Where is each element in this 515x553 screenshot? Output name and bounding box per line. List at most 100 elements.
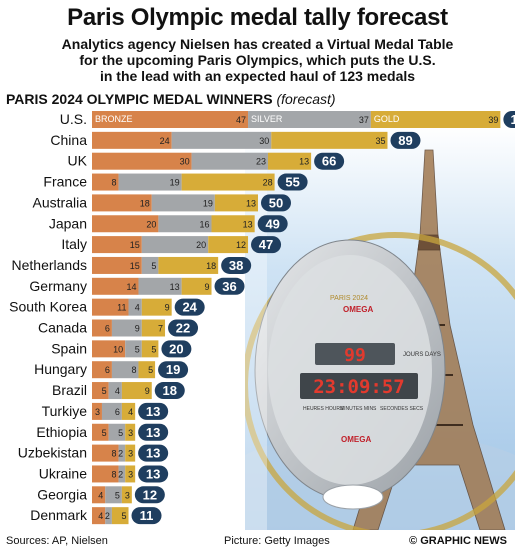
total-badge-italy	[251, 236, 282, 254]
value-label-bronze-italy: 15	[130, 240, 140, 250]
bar-gold-uk	[267, 152, 312, 170]
value-label-bronze-u-s: 47	[236, 115, 246, 125]
value-label-silver-south-korea: 4	[135, 303, 140, 313]
omega-brand-bottom: OMEGA	[341, 435, 371, 444]
category-label-germany: Germany	[29, 278, 87, 294]
value-label-gold-france: 28	[263, 178, 273, 188]
bar-silver-turkiye	[101, 402, 122, 420]
total-label-u-s: 123	[511, 112, 515, 127]
value-label-gold-china: 35	[375, 136, 385, 146]
category-label-georgia: Georgia	[37, 486, 87, 502]
value-label-silver-ukraine: 2	[118, 469, 123, 479]
bar-gold-georgia	[121, 486, 132, 504]
countdown-seconds-label: SECONDES SECS	[380, 406, 424, 412]
bar-gold-u-s	[370, 111, 501, 128]
value-label-bronze-hungary: 6	[105, 365, 110, 375]
bar-bronze-australia	[92, 194, 152, 212]
bar-bronze-spain	[92, 340, 126, 358]
value-label-gold-germany: 9	[205, 282, 210, 292]
value-label-silver-canada: 9	[135, 324, 140, 334]
total-badge-japan	[257, 215, 288, 233]
bar-gold-germany	[181, 277, 212, 295]
bar-gold-netherlands	[158, 256, 219, 274]
category-label-brazil: Brazil	[52, 382, 87, 398]
bar-bronze-china	[92, 131, 172, 149]
value-label-gold-spain: 5	[151, 344, 156, 354]
value-label-gold-south-korea: 9	[165, 303, 170, 313]
bar-bronze-georgia	[92, 486, 106, 504]
bar-silver-netherlands	[141, 256, 159, 274]
section-note: (forecast)	[276, 91, 336, 107]
bar-silver-italy	[141, 236, 209, 254]
subtitle-line-1: Analytics agency Nielsen has created a V…	[61, 36, 454, 52]
category-label-hungary: Hungary	[34, 361, 87, 377]
value-label-bronze-turkiye: 3	[95, 407, 100, 417]
value-label-gold-canada: 7	[158, 324, 163, 334]
bar-silver-uk	[191, 152, 268, 170]
category-label-italy: Italy	[61, 236, 87, 252]
value-label-gold-uzbekistan: 3	[128, 449, 133, 459]
value-label-gold-italy: 12	[236, 240, 246, 250]
value-label-bronze-ethiopia: 5	[102, 428, 107, 438]
value-label-gold-ethiopia: 3	[128, 428, 133, 438]
total-badge-brazil	[154, 382, 185, 400]
bar-bronze-uzbekistan	[92, 444, 119, 462]
value-label-bronze-australia: 18	[140, 198, 150, 208]
bar-silver-u-s	[248, 111, 371, 128]
total-label-canada: 22	[176, 321, 190, 336]
bar-silver-georgia	[105, 486, 122, 504]
value-label-gold-brazil: 9	[145, 386, 150, 396]
value-label-silver-turkiye: 6	[115, 407, 120, 417]
category-label-uk: UK	[68, 153, 88, 169]
value-label-silver-uzbekistan: 2	[118, 449, 123, 459]
brand-credit: © GRAPHIC NEWS	[409, 535, 507, 547]
paris-2024-label: PARIS 2024	[330, 295, 368, 302]
bar-bronze-france	[92, 173, 119, 191]
countdown-minutes-label: MINUTES MINS	[340, 406, 377, 412]
bar-silver-france	[118, 173, 182, 191]
bar-gold-italy	[208, 236, 249, 254]
total-label-georgia: 12	[143, 487, 157, 502]
total-badge-australia	[261, 194, 291, 212]
total-label-turkiye: 13	[146, 404, 160, 419]
total-label-italy: 47	[259, 237, 273, 252]
bar-gold-france	[181, 173, 275, 191]
total-badge-china	[390, 131, 421, 149]
value-label-gold-japan: 13	[243, 219, 253, 229]
total-label-germany: 36	[222, 279, 236, 294]
category-label-u-s: U.S.	[60, 111, 87, 127]
value-label-bronze-south-korea: 11	[117, 303, 126, 313]
total-label-south-korea: 24	[182, 300, 197, 315]
bar-bronze-italy	[92, 236, 142, 254]
bar-silver-brazil	[108, 382, 122, 400]
total-label-ethiopia: 13	[146, 425, 160, 440]
value-label-bronze-ukraine: 8	[112, 469, 117, 479]
bar-bronze-turkiye	[92, 402, 102, 420]
value-label-silver-france: 19	[170, 178, 180, 188]
bar-bronze-brazil	[92, 382, 109, 400]
total-badge-hungary	[158, 361, 189, 379]
countdown-days-label: JOURS DAYS	[403, 352, 441, 358]
value-label-silver-japan: 16	[200, 219, 210, 229]
value-label-bronze-denmark: 4	[98, 511, 103, 521]
category-label-denmark: Denmark	[30, 507, 88, 523]
bar-gold-spain	[141, 340, 159, 358]
picture-credit: Picture: Getty Images	[224, 535, 330, 547]
total-badge-uk	[314, 152, 345, 170]
total-badge-ethiopia	[138, 423, 169, 441]
total-label-france: 55	[285, 175, 299, 190]
bar-gold-china	[271, 131, 388, 149]
value-label-silver-australia: 19	[203, 198, 213, 208]
bar-gold-canada	[141, 319, 166, 337]
value-label-gold-hungary: 5	[148, 365, 153, 375]
bar-bronze-japan	[92, 215, 159, 233]
total-label-brazil: 18	[163, 383, 177, 398]
total-label-australia: 50	[269, 195, 283, 210]
category-label-turkiye: Turkiye	[42, 403, 88, 419]
value-label-bronze-france: 8	[112, 178, 117, 188]
bar-gold-brazil	[121, 382, 152, 400]
bar-gold-ukraine	[125, 465, 136, 483]
total-badge-canada	[168, 319, 199, 337]
value-label-gold-denmark: 5	[122, 511, 127, 521]
